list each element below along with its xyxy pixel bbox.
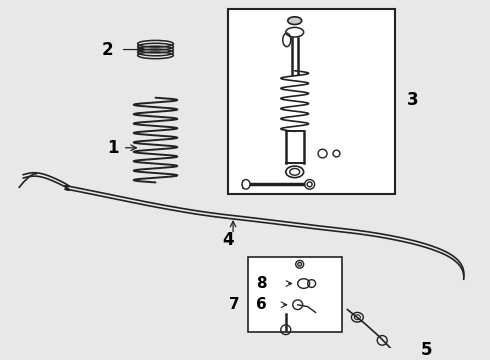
Text: 4: 4 [222,231,234,249]
Text: 3: 3 [407,91,418,109]
Text: 7: 7 [229,297,240,312]
Ellipse shape [242,180,250,189]
Ellipse shape [286,166,304,177]
Ellipse shape [288,17,302,24]
Text: 5: 5 [421,341,433,359]
Bar [248,257,343,332]
Text: 1: 1 [107,139,119,157]
Text: 2: 2 [102,41,114,59]
Text: 6: 6 [256,297,267,312]
Bar [228,9,395,194]
Text: 8: 8 [256,276,267,291]
Circle shape [298,262,302,266]
